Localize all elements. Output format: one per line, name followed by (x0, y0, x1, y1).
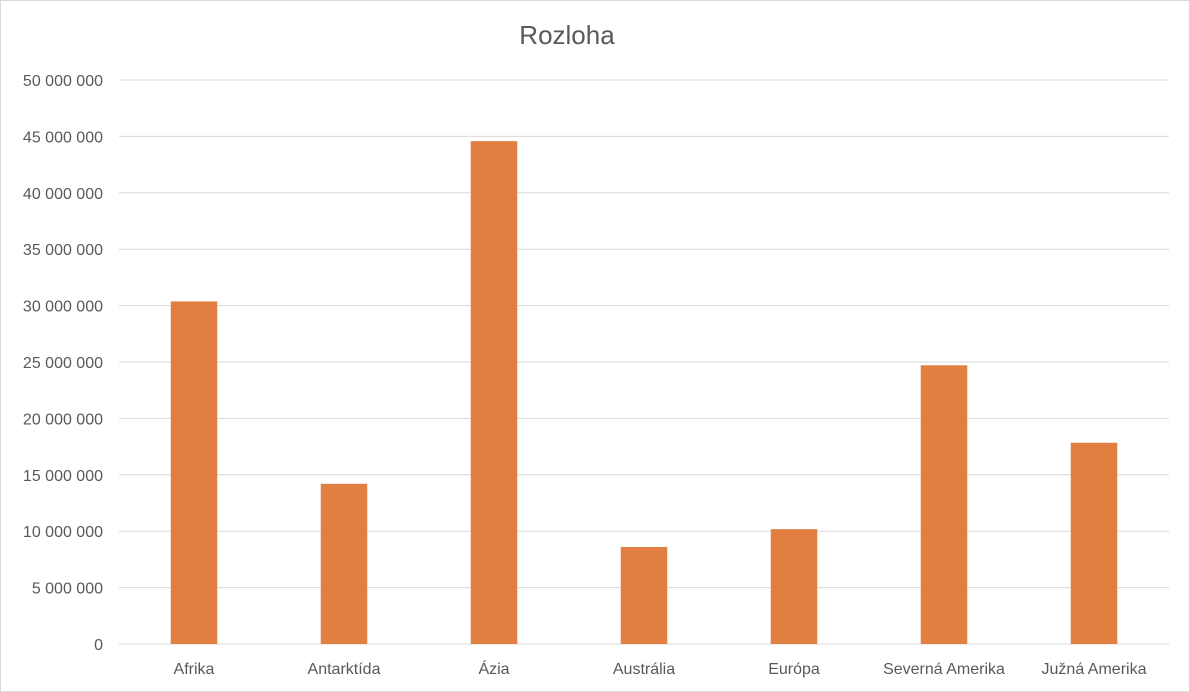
y-tick-label: 0 (94, 637, 103, 654)
x-tick-label: Afrika (174, 661, 215, 678)
x-tick-label: Ázia (478, 659, 509, 678)
x-tick-label: Južná Amerika (1042, 661, 1147, 678)
y-tick-label: 10 000 000 (23, 524, 103, 541)
bar (620, 546, 668, 644)
y-tick-label: 50 000 000 (23, 73, 103, 90)
bar (470, 141, 518, 645)
x-tick-label: Severná Amerika (883, 661, 1005, 678)
y-tick-label: 25 000 000 (23, 355, 103, 372)
bar (920, 365, 968, 644)
y-tick-label: 5 000 000 (32, 581, 103, 598)
x-axis-tick-labels: Afrika Antarktída Ázia Austrália Európa Sever… (174, 659, 1147, 678)
x-tick-label: Antarktída (308, 661, 381, 678)
y-tick-label: 30 000 000 (23, 299, 103, 316)
x-tick-label: Európa (768, 661, 820, 678)
x-tick-label: Austrália (613, 661, 675, 678)
chart-title: Rozloha (519, 20, 615, 50)
y-tick-label: 40 000 000 (23, 186, 103, 203)
bar (770, 529, 818, 644)
gridlines (119, 79, 1169, 645)
bar (1070, 442, 1118, 644)
y-axis-tick-labels: 0 5 000 000 10 000 000 15 000 000 20 000 000… (23, 73, 103, 654)
bars (170, 141, 1118, 645)
y-tick-label: 20 000 000 (23, 411, 103, 428)
bar (170, 301, 218, 644)
y-tick-label: 35 000 000 (23, 242, 103, 259)
y-tick-label: 15 000 000 (23, 468, 103, 485)
y-tick-label: 45 000 000 (23, 129, 103, 146)
bar (320, 483, 368, 644)
